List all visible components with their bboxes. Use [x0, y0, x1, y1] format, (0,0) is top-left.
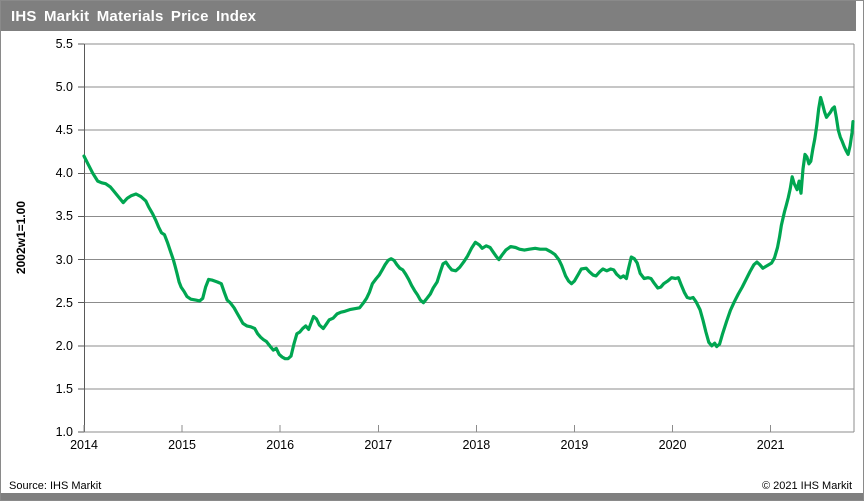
source-note: Source: IHS Markit	[9, 480, 102, 492]
plot-svg	[78, 43, 855, 433]
x-tick-label: 2021	[756, 438, 785, 452]
copyright-note: © 2021 IHS Markit	[761, 480, 852, 492]
y-tick-label: 1.5	[55, 381, 73, 396]
x-tick-label: 2016	[266, 438, 295, 452]
footer-bar	[1, 493, 863, 500]
y-tick-label: 3.0	[55, 252, 73, 267]
x-tick-label: 2020	[658, 438, 687, 452]
x-tick-label: 2014	[70, 438, 98, 452]
y-tick-label: 5.0	[55, 80, 73, 95]
x-tick-label: 2018	[462, 438, 491, 452]
x-tick-label: 2015	[168, 438, 196, 452]
y-tick-label: 4.0	[55, 166, 73, 181]
x-tick-label: 2019	[560, 438, 589, 452]
series-line	[82, 95, 855, 361]
y-tick-label: 4.5	[55, 123, 73, 138]
header-bar: IHS Markit Materials Price Index	[1, 1, 856, 31]
y-tick-label: 3.5	[55, 209, 73, 224]
y-tick-label: 2.5	[55, 295, 73, 310]
y-tick-label: 2.0	[55, 338, 73, 353]
y-tick-label: 5.5	[55, 37, 73, 51]
page-title: IHS Markit Materials Price Index	[11, 7, 257, 25]
x-tick-label: 2017	[364, 438, 393, 452]
y-tick-label: 1.0	[55, 425, 73, 439]
y-axis-title: 2002w1=1.00	[14, 201, 28, 275]
